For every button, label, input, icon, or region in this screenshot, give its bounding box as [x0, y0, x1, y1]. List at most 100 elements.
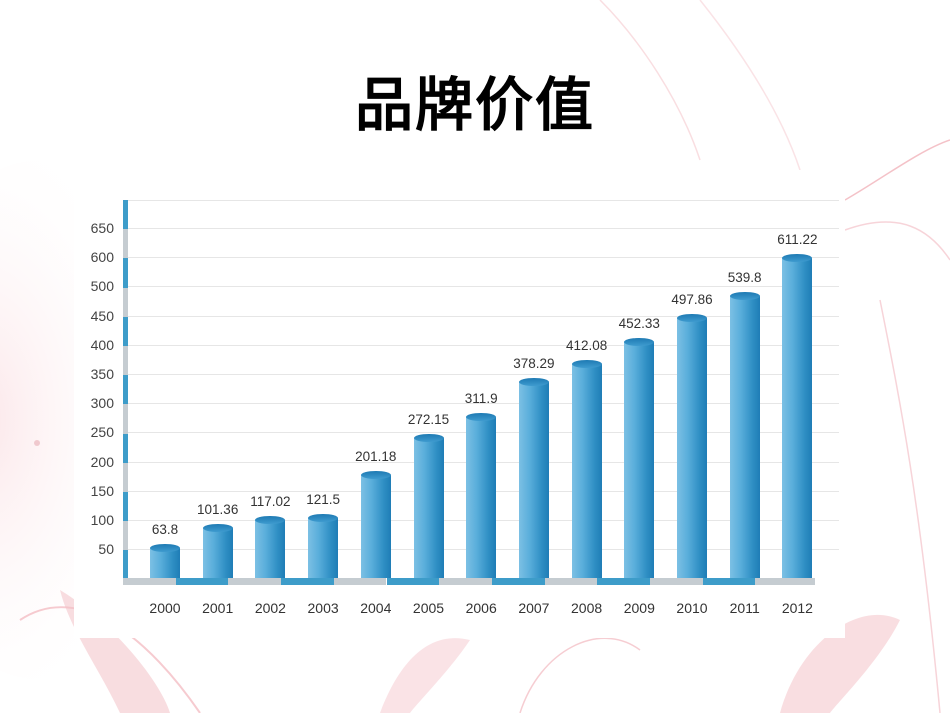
- bar-body: [677, 318, 707, 578]
- x-axis-segment: [123, 578, 176, 585]
- y-axis-tick-label: 200: [90, 453, 114, 470]
- bar-value-label: 117.02: [250, 493, 291, 509]
- bar-cap: [360, 471, 391, 480]
- y-axis-segment: [123, 404, 128, 434]
- x-axis-segment: [386, 578, 440, 585]
- y-axis-segment: [123, 316, 128, 346]
- bar-cap: [308, 513, 339, 522]
- bar-chart: 650 600 500 450 400 350 300 250 200 150 100 50 63.8 2…: [74, 170, 845, 638]
- gridline: [127, 200, 839, 201]
- y-axis-segment: [123, 200, 128, 230]
- chart-panel: 650 600 500 450 400 350 300 250 200 150 100 50 63.8 2…: [74, 170, 845, 638]
- y-axis-segment: [123, 433, 128, 463]
- y-axis-tick-label: 350: [90, 366, 114, 382]
- x-axis-segment: [491, 578, 545, 585]
- x-axis-segment: [597, 578, 650, 585]
- y-axis-segment: [123, 375, 128, 405]
- y-axis-tick-label: 50: [98, 541, 114, 558]
- bar-cap: [729, 291, 760, 300]
- bar-value-label: 497.86: [671, 292, 713, 308]
- bar-body: [255, 519, 286, 578]
- x-axis-tick-label: 2006: [465, 600, 497, 616]
- bar-body: [150, 548, 180, 578]
- gridline: [127, 403, 839, 405]
- bar-body: [466, 416, 497, 578]
- y-axis-tick-label: 450: [90, 307, 114, 324]
- bar-2004: [360, 471, 391, 578]
- x-axis-tick-label: 2002: [254, 600, 286, 616]
- bar-body: [413, 437, 444, 578]
- y-axis-tick-label: 500: [90, 278, 114, 295]
- bar-2010: [677, 314, 707, 578]
- bar-cap: [255, 515, 286, 524]
- bar-cap: [571, 359, 602, 368]
- y-axis-tick-label: 100: [90, 512, 114, 528]
- x-axis-segment: [439, 578, 492, 585]
- bar-2011: [729, 291, 760, 578]
- x-axis-tick-label: 2000: [149, 600, 181, 616]
- y-axis-tick-label: 600: [90, 249, 114, 266]
- x-axis-segment: [281, 578, 334, 585]
- x-axis-tick-label: 2004: [360, 600, 392, 616]
- x-axis-tick-label: 2005: [412, 600, 445, 616]
- y-axis-segment: [123, 462, 128, 492]
- bar-value-label: 611.22: [777, 232, 818, 248]
- bar-2009: [624, 338, 655, 578]
- bar-cap: [413, 433, 444, 442]
- bar-body: [782, 258, 813, 578]
- y-axis-segment: [123, 521, 128, 551]
- bar-cap: [202, 524, 233, 533]
- x-axis-tick-label: 2012: [781, 600, 813, 616]
- bar-value-label: 452.33: [618, 316, 660, 332]
- x-axis-segment: [544, 578, 598, 585]
- bar-value-label: 412.08: [565, 337, 608, 353]
- bar-value-label: 121.5: [306, 491, 340, 507]
- gridline: [127, 374, 839, 375]
- y-axis-tick-label: 150: [90, 482, 114, 499]
- bar-cap: [518, 377, 549, 386]
- bar-2007: [518, 377, 549, 578]
- bar-value-label: 201.18: [355, 449, 397, 465]
- x-axis-tick-label: 2001: [202, 600, 234, 616]
- y-axis-segment: [123, 229, 128, 259]
- bar-2012: [782, 254, 813, 578]
- x-axis-tick-label: 2008: [571, 600, 603, 616]
- y-axis-segment: [123, 550, 128, 578]
- bar-body: [360, 475, 391, 578]
- y-axis-tick-label: 400: [90, 336, 114, 353]
- y-axis-tick-label: 650: [90, 220, 114, 236]
- gridline: [127, 315, 839, 317]
- bar-body: [624, 342, 655, 578]
- x-axis-tick-label: 2009: [623, 600, 655, 616]
- bar-cap: [677, 314, 707, 323]
- bar-2005: [413, 433, 444, 578]
- bar-2000: [150, 544, 180, 578]
- bar-value-label: 378.29: [513, 355, 555, 371]
- x-axis-segment: [755, 578, 816, 585]
- bar-value-label: 101.36: [197, 502, 239, 518]
- x-axis-tick-label: 2010: [676, 600, 708, 616]
- bar-value-label: 272.15: [407, 411, 450, 427]
- y-axis-segment: [123, 258, 128, 288]
- bar-value-label: 63.8: [151, 522, 179, 538]
- bar-2006: [466, 412, 497, 578]
- x-axis-segment: [228, 578, 282, 585]
- x-axis-segment: [702, 578, 756, 585]
- bar-body: [308, 517, 339, 578]
- x-axis-tick-label: 2003: [307, 600, 339, 616]
- bar-2001: [202, 524, 233, 578]
- bar-body: [518, 381, 549, 578]
- bar-2008: [571, 359, 602, 578]
- bar-cap: [466, 412, 497, 421]
- gridline: [127, 257, 839, 259]
- bar-body: [202, 528, 233, 578]
- gridline: [127, 344, 839, 346]
- bar-body: [571, 363, 602, 578]
- gridline: [127, 228, 839, 229]
- bar-cap: [150, 544, 180, 553]
- y-axis-tick-label: 250: [90, 424, 114, 441]
- bar-value-label: 539.8: [727, 269, 762, 285]
- bar-2002: [255, 515, 286, 578]
- y-axis-segment: [123, 287, 128, 317]
- x-axis-segment: [333, 578, 387, 585]
